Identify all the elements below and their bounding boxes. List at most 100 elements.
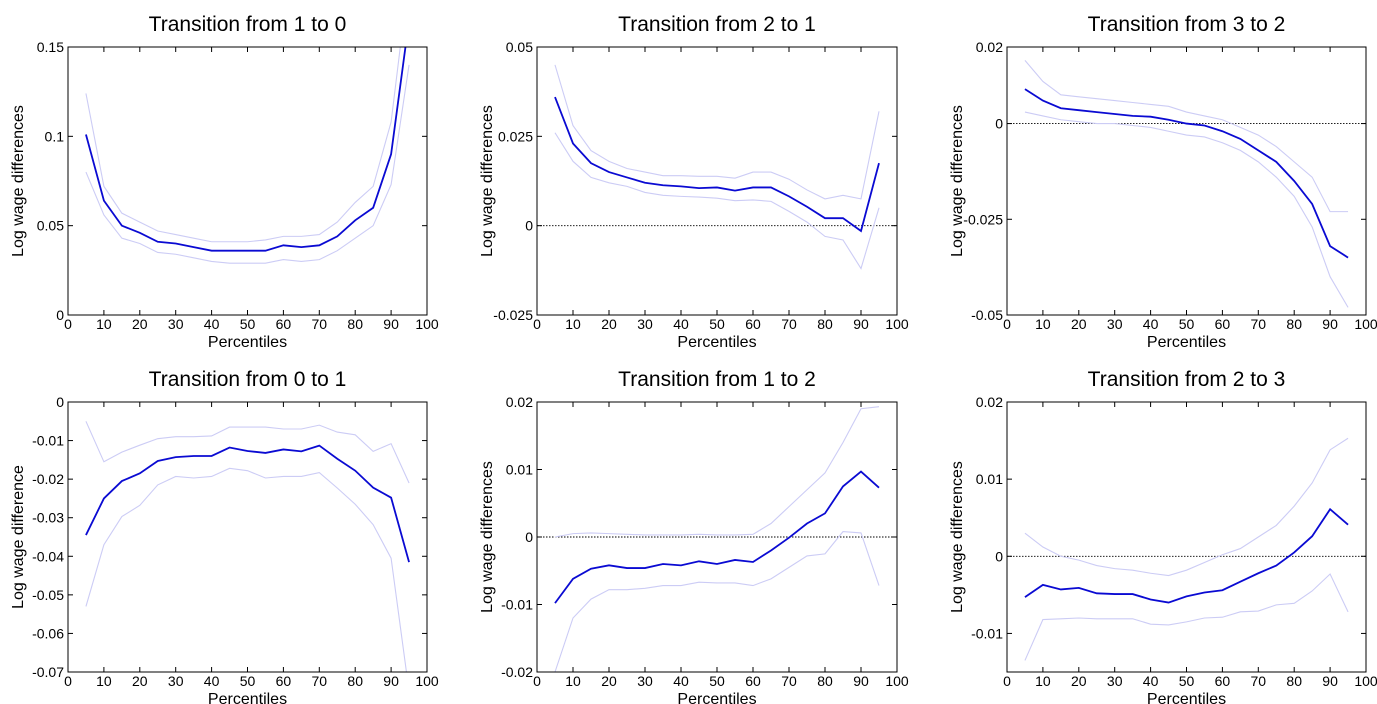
x-tick-label: 20 (601, 673, 617, 689)
plot-area (537, 406, 897, 672)
series-line (85, 47, 401, 243)
series-line (1024, 507, 1349, 604)
x-axis-label: Percentiles (1147, 334, 1226, 351)
x-tick-label: 10 (1035, 316, 1051, 332)
x-tick-label: 10 (1035, 673, 1051, 689)
x-tick-label: 30 (1107, 673, 1123, 689)
panel: Transition from 2 to 1 Percentiles Log wag… (479, 13, 909, 351)
x-tick-label: 50 (1179, 673, 1195, 689)
x-tick-label: 30 (637, 673, 653, 689)
axes-box (1006, 401, 1367, 673)
y-tick-label: 0 (56, 307, 64, 323)
series-line (85, 64, 410, 264)
y-tick-label: -0.025 (963, 211, 1003, 227)
y-tick-label: 0.05 (37, 218, 64, 234)
x-tick-label: 40 (1143, 673, 1159, 689)
x-tick-label: 30 (168, 673, 184, 689)
x-tick-label: 0 (64, 316, 72, 332)
x-tick-label: 60 (276, 316, 292, 332)
x-tick-label: 20 (132, 673, 148, 689)
plot-area (1007, 437, 1366, 661)
x-tick-label: 90 (1322, 316, 1338, 332)
y-tick-label: -0.04 (32, 548, 64, 564)
plot-area (537, 64, 897, 270)
x-tick-label: 80 (817, 316, 833, 332)
x-tick-label: 50 (240, 673, 256, 689)
panel-title: Transition from 1 to 0 (149, 13, 347, 36)
panel-title: Transition from 1 to 2 (618, 368, 816, 391)
panel: Transition from 1 to 0 Percentiles Log wag… (10, 13, 439, 351)
series-line (554, 406, 880, 538)
x-tick-label: 60 (745, 673, 761, 689)
x-tick-label: 100 (415, 673, 439, 689)
y-tick-label: -0.06 (32, 625, 64, 641)
x-tick-label: 80 (347, 673, 363, 689)
x-tick-label: 100 (415, 316, 439, 332)
x-tick-label: 0 (1003, 673, 1011, 689)
y-tick-label: 0.02 (976, 39, 1003, 55)
x-tick-label: 80 (347, 316, 363, 332)
series-line (554, 64, 880, 200)
y-tick-label: 0 (525, 529, 533, 545)
y-tick-label: 0.01 (506, 462, 533, 478)
series-line (1024, 573, 1349, 661)
x-tick-label: 40 (204, 673, 220, 689)
y-tick-label: 0 (995, 548, 1003, 564)
x-tick-label: 80 (1286, 673, 1302, 689)
x-tick-label: 50 (1179, 316, 1195, 332)
y-tick-label: 0.025 (498, 128, 533, 144)
x-tick-label: 60 (745, 316, 761, 332)
y-axis-label: Log wage difference (10, 465, 27, 609)
y-tick-label: -0.05 (32, 587, 64, 603)
x-tick-label: 20 (1071, 673, 1087, 689)
series-line (1024, 88, 1349, 259)
series-line (85, 47, 407, 252)
axes-box (67, 401, 428, 673)
x-tick-label: 40 (673, 673, 689, 689)
plot-area (85, 47, 410, 264)
x-tick-label: 0 (64, 673, 72, 689)
x-axis-label: Percentiles (208, 691, 287, 704)
x-axis-label: Percentiles (208, 334, 287, 351)
y-tick-label: -0.03 (32, 510, 64, 526)
x-axis-label: Percentiles (677, 334, 756, 351)
y-tick-label: 0.01 (976, 471, 1003, 487)
series-line (85, 444, 410, 563)
panel-title: Transition from 3 to 2 (1088, 13, 1286, 36)
y-tick-label: -0.02 (501, 664, 533, 680)
x-tick-label: 90 (853, 673, 869, 689)
x-tick-label: 30 (637, 316, 653, 332)
x-tick-label: 100 (885, 673, 909, 689)
axes-box (536, 401, 898, 673)
y-tick-label: -0.01 (32, 433, 64, 449)
y-axis-label: Log wage differences (479, 461, 496, 613)
x-tick-label: 70 (1251, 316, 1267, 332)
y-tick-label: -0.02 (32, 471, 64, 487)
series-line (554, 96, 880, 233)
x-tick-label: 30 (1107, 316, 1123, 332)
axes-box (67, 46, 428, 316)
x-tick-label: 50 (709, 316, 725, 332)
x-tick-label: 0 (533, 316, 541, 332)
x-tick-label: 70 (312, 673, 328, 689)
series-line (554, 531, 880, 672)
panel: Transition from 3 to 2 Percentiles Log wag… (949, 13, 1377, 351)
x-tick-label: 10 (565, 673, 581, 689)
series-line (554, 132, 880, 270)
y-tick-label: 0 (995, 116, 1003, 132)
y-tick-label: -0.025 (493, 307, 533, 323)
x-tick-label: 90 (853, 316, 869, 332)
x-tick-label: 80 (1286, 316, 1302, 332)
x-tick-label: 10 (565, 316, 581, 332)
x-tick-label: 20 (1071, 316, 1087, 332)
series-line (1024, 437, 1349, 577)
y-tick-label: -0.05 (971, 307, 1003, 323)
panel-title: Transition from 2 to 3 (1088, 368, 1286, 391)
y-tick-label: -0.01 (971, 625, 1003, 641)
x-tick-label: 80 (817, 673, 833, 689)
x-tick-label: 70 (781, 316, 797, 332)
x-tick-label: 10 (96, 673, 112, 689)
series-line (1024, 60, 1349, 213)
series-line (85, 421, 410, 484)
